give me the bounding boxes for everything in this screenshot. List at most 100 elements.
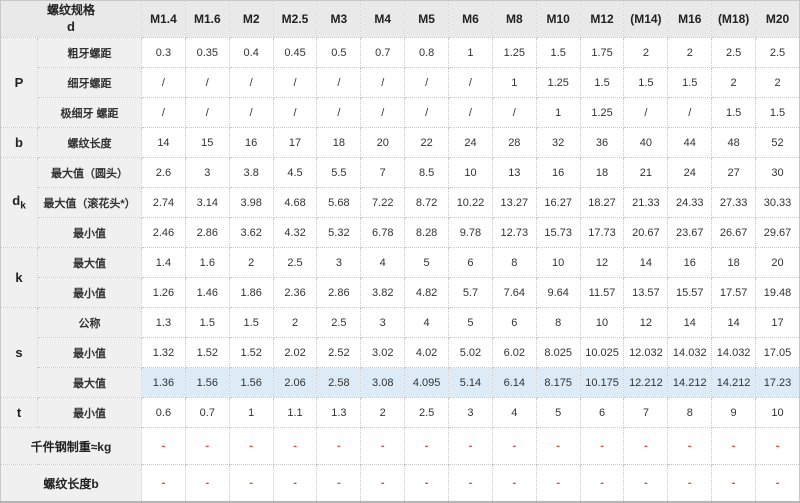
data-cell: 17.23 (755, 367, 800, 398)
data-cell: - (667, 427, 713, 465)
data-cell: 14 (667, 307, 713, 338)
data-cell: 19.48 (755, 277, 800, 308)
data-cell: / (141, 97, 186, 128)
data-cell: - (184, 427, 230, 465)
group-symbol-text: t (16, 405, 22, 420)
data-cell: 27.33 (711, 187, 757, 218)
data-cell: - (184, 464, 230, 503)
row-label: 粗牙螺距 (36, 37, 143, 68)
data-cell: 2.5 (272, 247, 318, 278)
data-cell: 0.3 (141, 37, 186, 68)
data-cell: 16 (535, 157, 581, 188)
data-cell: 6.78 (360, 217, 406, 248)
data-cell: 2.5 (711, 37, 757, 68)
data-cell: 12.032 (623, 337, 669, 368)
data-cell: 1.75 (579, 37, 625, 68)
data-cell: 8 (535, 307, 581, 338)
data-cell: 0.8 (404, 37, 450, 68)
data-cell: / (360, 67, 406, 98)
data-cell: 12 (623, 307, 669, 338)
data-cell: 13.27 (491, 187, 537, 218)
data-cell: 4.02 (404, 337, 450, 368)
data-cell: 2.5 (316, 307, 362, 338)
data-cell: - (535, 464, 581, 503)
data-cell: 3 (316, 247, 362, 278)
group-symbol-text: b (15, 135, 23, 150)
group-symbol-text: d (12, 193, 21, 209)
data-cell: / (360, 97, 406, 128)
data-cell: 1 (491, 67, 537, 98)
data-cell: / (184, 67, 230, 98)
row-label: 最大值（滚花头*） (36, 187, 143, 218)
data-cell: 15 (184, 127, 230, 158)
data-cell: 14 (141, 127, 186, 158)
data-cell: 18.27 (579, 187, 625, 218)
data-cell: - (360, 427, 406, 465)
data-cell: 1.5 (535, 37, 581, 68)
data-cell: 2 (360, 397, 406, 428)
data-cell: - (491, 464, 537, 503)
data-cell: 3.82 (360, 277, 406, 308)
data-cell: 1.1 (272, 397, 318, 428)
data-cell: - (360, 464, 406, 503)
group-symbol-text: P (14, 75, 24, 90)
row-label: 最小值 (36, 337, 143, 368)
column-header: M1.6 (184, 0, 230, 38)
data-cell: 8 (491, 247, 537, 278)
data-cell: 30.33 (755, 187, 800, 218)
data-cell: 18 (711, 247, 757, 278)
data-cell: 16.27 (535, 187, 581, 218)
data-cell: 12 (579, 247, 625, 278)
data-cell: 1.3 (141, 307, 186, 338)
data-cell: - (448, 464, 493, 503)
data-cell: - (623, 464, 669, 503)
data-cell: 28 (491, 127, 537, 158)
data-cell: 24 (448, 127, 493, 158)
data-cell: 10 (448, 157, 493, 188)
data-cell: 17.57 (711, 277, 757, 308)
data-cell: 4.5 (272, 157, 318, 188)
data-cell: 14 (711, 307, 757, 338)
data-cell: 4.68 (272, 187, 318, 218)
data-cell: / (272, 97, 318, 128)
column-header: (M14) (623, 0, 669, 38)
data-cell: 0.7 (360, 37, 406, 68)
data-cell: 0.7 (184, 397, 230, 428)
data-cell: 10 (579, 307, 625, 338)
data-cell: 2.86 (316, 277, 362, 308)
data-cell: 5.02 (448, 337, 493, 368)
group-symbol: t (0, 397, 38, 428)
data-cell: 0.6 (141, 397, 186, 428)
data-cell: 3.8 (228, 157, 274, 188)
data-cell: 15.73 (535, 217, 581, 248)
data-cell: 8.5 (404, 157, 450, 188)
data-cell: 1.52 (184, 337, 230, 368)
data-cell: 1.52 (228, 337, 274, 368)
data-cell: 17.05 (755, 337, 800, 368)
data-cell: 1.5 (755, 97, 800, 128)
row-label: 螺纹长度 (36, 127, 143, 158)
data-cell: - (579, 427, 625, 465)
group-symbol: s (0, 307, 38, 398)
data-cell: / (404, 67, 450, 98)
data-cell: 4 (404, 307, 450, 338)
data-cell: 52 (755, 127, 800, 158)
data-cell: 13 (491, 157, 537, 188)
data-cell: 8.175 (535, 367, 581, 398)
data-cell: 0.4 (228, 37, 274, 68)
row-label: 最大值（圆头） (36, 157, 143, 188)
table-row: 千件钢制重≈kg - - - - - - - - - - - - - - - (0, 427, 800, 465)
data-cell: 8.025 (535, 337, 581, 368)
data-cell: 10 (755, 397, 800, 428)
table-row: 最大值 1.36 1.56 1.56 2.06 2.58 3.08 4.095 5.14 6.14… (1, 367, 800, 398)
data-cell: 14.032 (711, 337, 757, 368)
data-cell: 1 (448, 37, 493, 68)
table-row: 最小值 1.26 1.46 1.86 2.36 2.86 3.82 4.82 5.7 7.64 9.… (1, 277, 800, 308)
data-cell: - (755, 427, 800, 465)
data-cell: - (755, 464, 800, 503)
data-cell: 20.67 (623, 217, 669, 248)
data-cell: - (272, 464, 318, 503)
data-cell: 3 (448, 397, 493, 428)
